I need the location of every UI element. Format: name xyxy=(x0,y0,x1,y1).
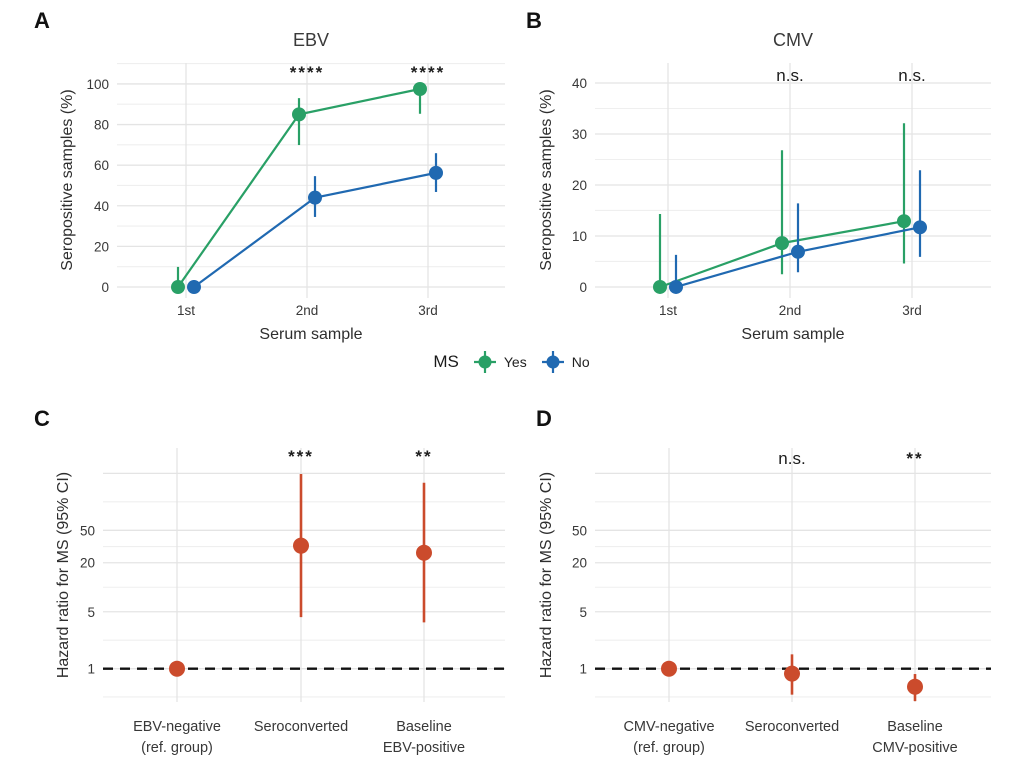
panel-A-y-tick-label: 40 xyxy=(94,199,109,214)
panel-B-significance-ns: n.s. xyxy=(776,66,803,85)
panel-D-x-tick-label: Seroconverted xyxy=(745,719,839,735)
panel-B-point-yes-3rd xyxy=(897,214,911,229)
marker-dot xyxy=(478,355,492,369)
panel-D-y-tick-label: 20 xyxy=(572,556,587,571)
panel-A-point-no-1st xyxy=(187,280,201,295)
panel-B-point-yes-1st xyxy=(653,279,667,294)
panel-A-point-no-2nd xyxy=(308,190,322,205)
panel-label-c: C xyxy=(34,406,50,431)
legend-title: MS xyxy=(433,352,459,371)
panel-B-x-tick-label: 1st xyxy=(659,303,677,318)
legend-item-no: No xyxy=(540,349,590,375)
panel-C-point-0 xyxy=(169,660,185,677)
panel-D-x-tick-label: Baseline CMV-positive xyxy=(872,719,957,756)
panel-D-y-tick-label: 50 xyxy=(572,523,587,538)
panel-B-y-tick-label: 30 xyxy=(572,127,587,142)
panel-D-point-1 xyxy=(784,665,800,682)
panel-B-y-tick-label: 10 xyxy=(572,229,587,244)
panel-D-point-0 xyxy=(661,660,677,677)
panel-C-significance-stars: ** xyxy=(415,447,432,466)
panel-B-y-axis-title: Seropositive samples (%) xyxy=(538,89,555,270)
panel-A-point-yes-3rd xyxy=(413,81,427,96)
panel-D-significance-stars: ** xyxy=(906,449,923,468)
panel-A-x-tick-label: 2nd xyxy=(296,303,319,318)
panel-label-d: D xyxy=(536,406,552,431)
panel-B-point-no-3rd xyxy=(913,220,927,235)
panel-C-y-tick-label: 50 xyxy=(80,523,95,538)
panel-D-y-tick-label: 5 xyxy=(579,605,587,620)
marker-dot xyxy=(546,355,560,369)
panel-B-point-yes-2nd xyxy=(775,236,789,251)
panel-B-significance-ns: n.s. xyxy=(898,66,925,85)
panel-C-x-tick-label: Seroconverted xyxy=(254,719,348,735)
panel-B-y-tick-label: 20 xyxy=(572,178,587,193)
panel-B-x-tick-label: 3rd xyxy=(902,303,922,318)
panel-D-x-tick-label: CMV-negative (ref. group) xyxy=(623,719,714,756)
pointrange-marker-yes-icon xyxy=(473,351,496,373)
panel-B-point-no-1st xyxy=(669,279,683,294)
panel-C-x-tick-label: EBV-negative (ref. group) xyxy=(133,719,221,756)
panel-label-b: B xyxy=(526,8,542,33)
panel-C-significance-stars: *** xyxy=(288,447,314,466)
panel-D-point-2 xyxy=(907,678,923,695)
panel-A-x-tick-label: 1st xyxy=(177,303,195,318)
panel-A-point-no-3rd xyxy=(429,165,443,180)
legend-item-yes: Yes xyxy=(472,349,527,375)
panel-B-x-axis-title: Serum sample xyxy=(741,326,844,343)
panel-A-point-yes-1st xyxy=(171,280,185,295)
panel-A-y-tick-label: 0 xyxy=(101,280,109,295)
panel-C-y-tick-label: 20 xyxy=(80,556,95,571)
panel-A-y-tick-label: 60 xyxy=(94,158,109,173)
panel-A-x-tick-label: 3rd xyxy=(418,303,438,318)
panel-C-point-1 xyxy=(293,537,309,554)
pointrange-marker-no-icon xyxy=(541,351,564,373)
panel-C-point-2 xyxy=(416,544,432,561)
panel-A-x-axis-title: Serum sample xyxy=(259,326,362,343)
panel-A-y-tick-label: 20 xyxy=(94,239,109,254)
panel-B-title: CMV xyxy=(773,30,813,50)
legend: MS Yes No xyxy=(0,347,1023,377)
panel-A-y-tick-label: 100 xyxy=(86,77,109,92)
panel-A-title: EBV xyxy=(293,30,329,50)
panel-A-y-tick-label: 80 xyxy=(94,118,109,133)
panel-B-point-no-2nd xyxy=(791,244,805,259)
panel-A-significance-stars: **** xyxy=(290,63,324,82)
legend-label-no: No xyxy=(571,354,590,370)
panel-D-y-tick-label: 1 xyxy=(579,662,587,677)
panel-label-a: A xyxy=(34,8,50,33)
panel-D-y-axis-title: Hazard ratio for MS (95% CI) xyxy=(538,472,555,678)
legend-label-yes: Yes xyxy=(503,354,527,370)
panel-C-y-axis-title: Hazard ratio for MS (95% CI) xyxy=(55,472,72,678)
panel-B-y-tick-label: 40 xyxy=(572,76,587,91)
panel-A-point-yes-2nd xyxy=(292,107,306,122)
panel-C-y-tick-label: 5 xyxy=(87,605,95,620)
panel-B-y-tick-label: 0 xyxy=(579,280,587,295)
panel-A-significance-stars: **** xyxy=(411,63,445,82)
panel-D-significance-ns: n.s. xyxy=(778,449,805,468)
panel-B-x-tick-label: 2nd xyxy=(779,303,802,318)
panel-C-y-tick-label: 1 xyxy=(87,662,95,677)
panel-A-y-axis-title: Seropositive samples (%) xyxy=(59,89,76,270)
panel-C-x-tick-label: Baseline EBV-positive xyxy=(383,719,465,756)
